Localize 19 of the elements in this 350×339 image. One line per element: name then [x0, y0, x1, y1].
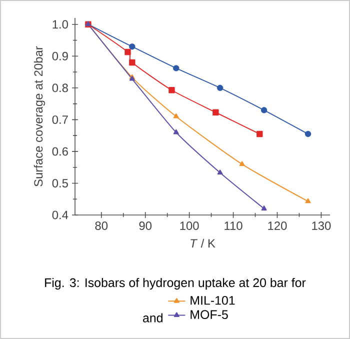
- y-tick-label: 0.8: [52, 84, 68, 92]
- y-tick-label: 0.9: [52, 52, 68, 60]
- legend-label: MIL-101: [190, 296, 235, 305]
- y-tick-label: 0.5: [52, 179, 68, 188]
- x-tick-label: 120: [268, 222, 287, 230]
- x-tick-label: 110: [224, 222, 242, 230]
- x-axis-title: T / K: [190, 238, 216, 248]
- x-tick-label: 100: [180, 222, 199, 230]
- y-tick-label: 0.6: [52, 147, 68, 156]
- x-tick-label: 130: [312, 222, 331, 230]
- caption: Fig. 3: Isobars of hydrogen uptake at 20 bar for: [45, 278, 306, 290]
- y-tick-label: 0.7: [52, 115, 68, 124]
- text: and: [143, 313, 162, 322]
- legend-label: MOF-5: [190, 310, 228, 319]
- x-tick-label: 90: [139, 222, 152, 230]
- y-tick-label: 0.4: [52, 210, 68, 220]
- y-tick-label: 1.0: [52, 20, 68, 29]
- y-axis-title: Surface coverage at 20bar: [34, 46, 46, 186]
- x-tick-label: 80: [95, 222, 108, 230]
